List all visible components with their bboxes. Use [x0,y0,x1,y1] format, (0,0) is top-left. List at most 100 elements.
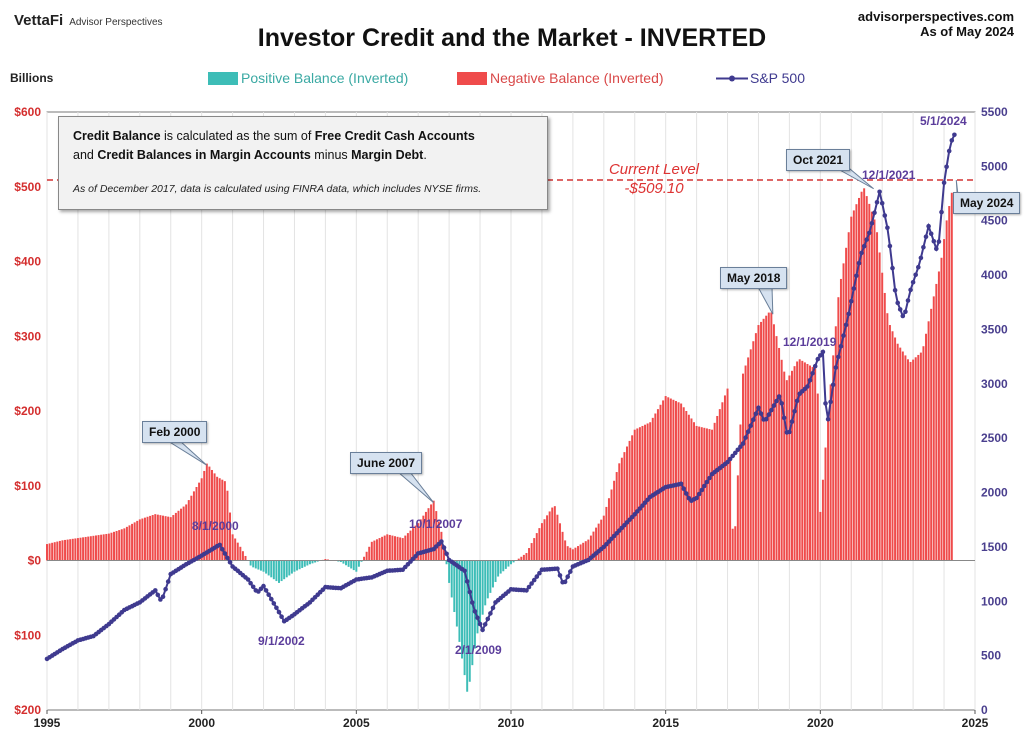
bar [803,362,806,561]
bar [169,517,172,561]
sp500-point [441,545,447,550]
bar [143,517,146,561]
bar [396,536,399,561]
bar [765,315,768,561]
bar [824,447,827,561]
sp500-point [245,577,251,582]
bar [128,525,131,561]
sp500-point [846,311,851,317]
sp500-point [872,210,877,215]
current-level-label: Current Level -$509.10 [596,160,712,198]
sp500-point [678,481,684,487]
sp500-point [738,444,743,450]
sp500-point [165,579,171,584]
bar [948,206,951,561]
bar [484,560,487,606]
sp500-point [820,349,826,355]
bar [252,560,255,568]
bar [548,511,551,561]
bar [185,504,188,561]
y-tick-right: 3500 [981,322,1008,336]
bar [368,546,371,561]
bar [391,535,394,561]
bar [61,540,64,561]
bar [574,547,577,561]
bar [935,283,938,561]
bar [355,560,358,572]
bar [234,538,237,561]
sp500-point [222,551,228,556]
sp500-point [766,412,772,417]
bar [422,515,425,561]
sp500-point [490,605,496,611]
bar [316,560,319,562]
bar [440,531,443,561]
x-tick-label: 2025 [962,716,989,730]
bar [770,312,773,561]
bar [74,538,77,561]
annotation-12-1-2021: 12/1/2021 [862,168,916,182]
bar [739,424,742,561]
bar [507,560,510,567]
sp500-point [946,148,952,154]
sp500-point [439,539,444,544]
info-term-free-credit: Free Credit Cash Accounts [314,129,475,143]
bar [561,531,564,561]
bar [922,346,925,561]
sp500-point [269,596,274,602]
bar [84,536,87,561]
sp500-point [833,365,839,370]
bar [363,556,366,561]
sp500-point [879,200,885,206]
bar [672,399,675,561]
y-tick-right: 1500 [981,540,1008,554]
bar [906,359,909,561]
bar [631,435,634,561]
annotation-5-1-2024: 5/1/2024 [920,114,967,128]
info-term-credit-balance: Credit Balance [73,129,161,143]
bar [888,325,891,561]
callout-oct-2021: Oct 2021 [786,149,851,171]
sp500-point [707,475,712,481]
bar [850,216,853,561]
legend-negative: Negative Balance (Inverted) [457,70,664,86]
bar [752,341,755,561]
bar [453,560,456,612]
bar [399,537,402,561]
sp500-point [841,333,846,338]
bar [713,422,716,561]
bar [945,220,948,561]
bar [115,530,118,561]
sp500-point [887,243,893,249]
bar [442,545,445,561]
sp500-point [869,220,875,226]
bar [187,500,190,561]
bar [870,211,873,561]
bar [829,384,832,561]
sp500-point [681,486,686,492]
bar [868,203,871,561]
bar [811,367,814,561]
bar [682,407,685,561]
sp500-point [568,569,573,574]
bar [930,308,933,561]
sp500-point [263,588,269,593]
sp500-point [836,354,841,360]
sp500-point [163,586,168,592]
bar [419,519,422,561]
bar [324,559,327,561]
bar [489,560,492,593]
sp500-point [735,447,741,453]
bar [767,312,770,561]
bar [71,538,74,561]
bar [497,560,500,577]
bar [543,519,546,561]
bar [164,516,167,561]
sp500-point [877,189,882,195]
bar [708,429,711,561]
bar [605,506,608,561]
bar [927,321,930,561]
bar [729,458,732,561]
sp500-point [537,570,542,576]
